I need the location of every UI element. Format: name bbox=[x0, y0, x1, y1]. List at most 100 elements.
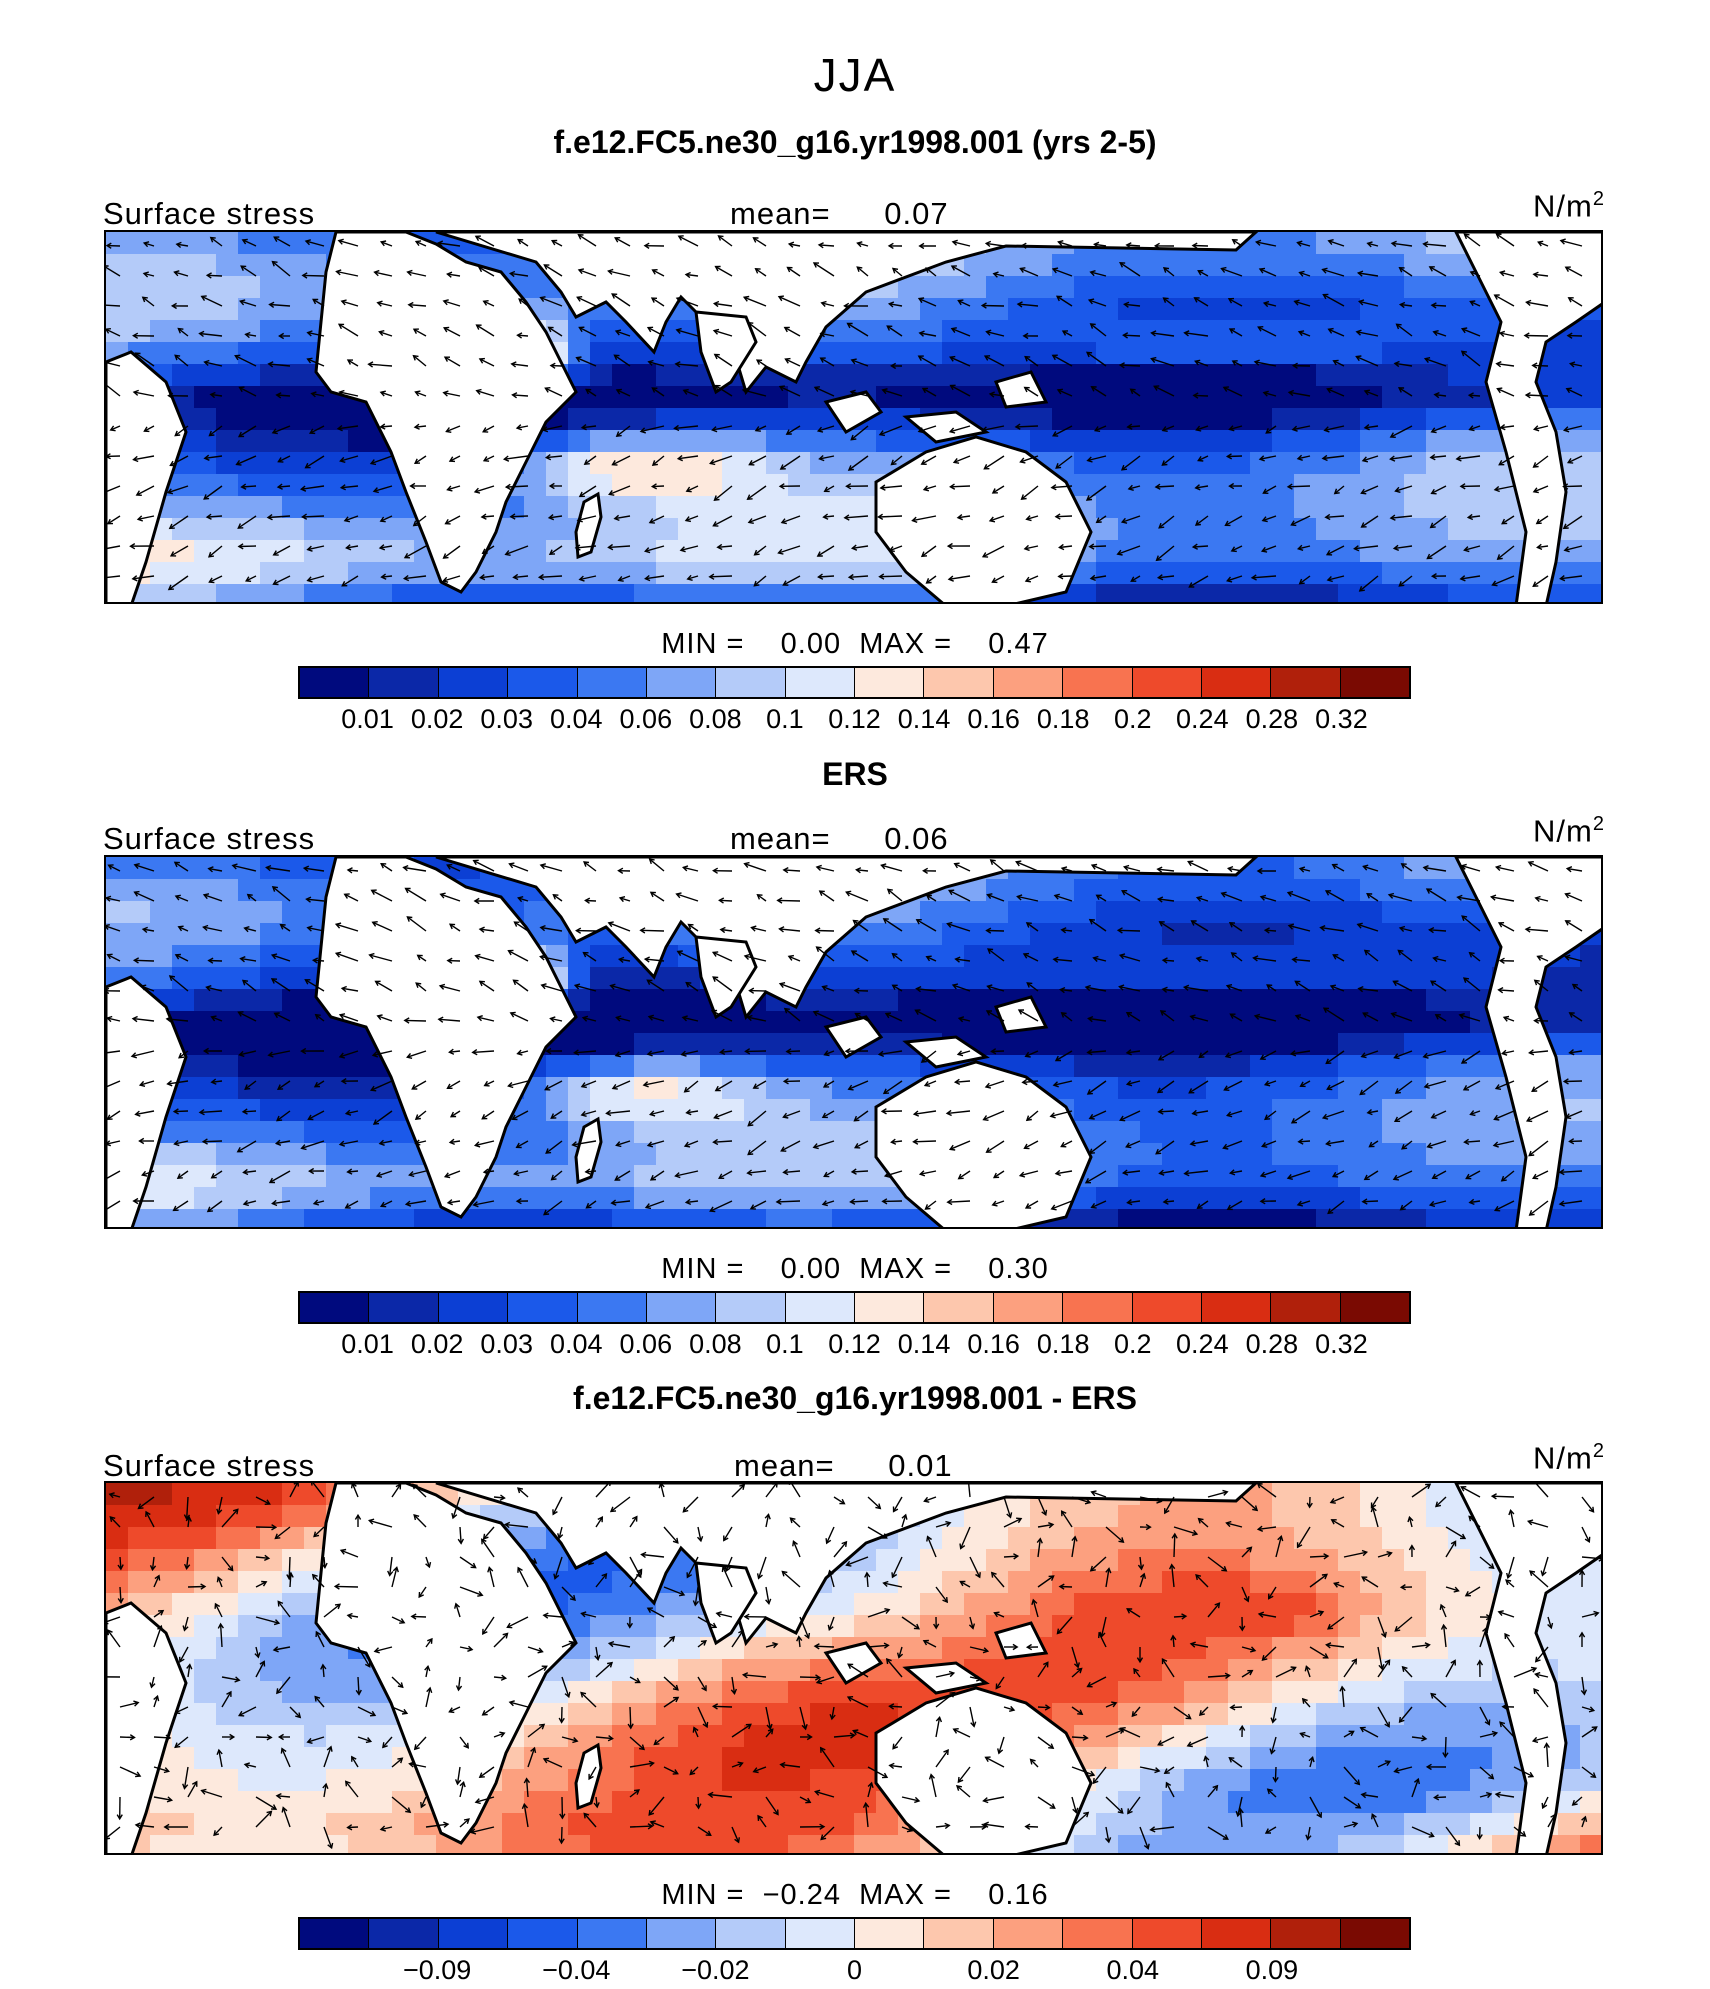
wind-arrow bbox=[1498, 922, 1515, 932]
wind-arrow-head bbox=[576, 296, 583, 302]
wind-arrow bbox=[336, 270, 359, 277]
field-cell bbox=[678, 430, 701, 453]
field-cell bbox=[1294, 1055, 1317, 1078]
wind-arrow-head bbox=[823, 1171, 830, 1178]
wind-arrow-head bbox=[747, 321, 754, 328]
wind-arrow-head bbox=[338, 1140, 346, 1147]
wind-arrow bbox=[820, 357, 835, 367]
field-cell bbox=[1404, 452, 1427, 475]
field-cell bbox=[304, 1505, 327, 1528]
field-cell bbox=[1074, 923, 1097, 946]
wind-arrow bbox=[136, 485, 155, 496]
field-cell bbox=[722, 430, 745, 453]
wind-arrow-head bbox=[312, 298, 319, 305]
field-cell bbox=[898, 276, 921, 299]
wind-arrow-head bbox=[173, 270, 180, 277]
wind-arrow-head bbox=[957, 1173, 964, 1180]
wind-arrow bbox=[266, 866, 291, 872]
wind-arrow bbox=[1364, 1170, 1379, 1180]
wind-arrow bbox=[1469, 1200, 1481, 1204]
wind-arrow-head bbox=[647, 359, 654, 366]
wind-arrow-head bbox=[574, 544, 581, 551]
wind-arrow-head bbox=[782, 580, 789, 586]
field-cell bbox=[1602, 518, 1603, 541]
wind-arrow-head bbox=[744, 1048, 751, 1055]
wind-arrow-head bbox=[509, 1011, 516, 1018]
wind-arrow-head bbox=[1363, 1174, 1370, 1181]
wind-arrow bbox=[1391, 242, 1413, 247]
field-cell bbox=[1250, 967, 1273, 990]
wind-arrow-head bbox=[1324, 890, 1332, 896]
wind-arrow bbox=[415, 1140, 427, 1145]
wind-arrow bbox=[413, 355, 427, 367]
wind-arrow-head bbox=[139, 984, 147, 991]
wind-arrow-head bbox=[985, 1010, 992, 1016]
wind-arrow bbox=[306, 898, 325, 902]
wind-arrow bbox=[1499, 332, 1515, 337]
wind-arrow bbox=[450, 1140, 461, 1144]
wind-arrow-head bbox=[1191, 242, 1198, 249]
wind-arrow-head bbox=[106, 1140, 112, 1147]
field-cell bbox=[194, 1187, 217, 1210]
field-cell bbox=[260, 1033, 283, 1056]
wind-arrow bbox=[1328, 328, 1345, 337]
field-cell bbox=[1338, 1143, 1361, 1166]
wind-arrow-head bbox=[712, 976, 719, 982]
field-cell bbox=[1294, 298, 1317, 321]
field-cell bbox=[1360, 967, 1383, 990]
field-cell bbox=[502, 254, 525, 277]
wind-arrow-head bbox=[448, 1048, 455, 1055]
wind-arrow bbox=[1126, 1012, 1141, 1022]
field-cell bbox=[1206, 1077, 1229, 1100]
wind-arrow-head bbox=[241, 979, 249, 986]
wind-arrow bbox=[1123, 1170, 1141, 1174]
wind-arrow bbox=[1528, 861, 1549, 872]
field-cell bbox=[1316, 1165, 1339, 1188]
field-cell bbox=[568, 1209, 591, 1227]
wind-arrow bbox=[849, 575, 869, 578]
wind-arrow bbox=[1424, 358, 1447, 367]
wind-arrow-head bbox=[208, 430, 215, 437]
field-cell bbox=[810, 518, 833, 541]
field-cell bbox=[876, 1549, 899, 1572]
field-cell bbox=[1360, 879, 1383, 902]
wind-arrow-head bbox=[1188, 1088, 1195, 1094]
wind-arrow-head bbox=[1568, 1012, 1575, 1018]
wind-arrow-head bbox=[1196, 1203, 1203, 1209]
field-cell bbox=[1272, 1011, 1295, 1034]
field-cell bbox=[260, 1143, 283, 1166]
field-cell bbox=[700, 430, 723, 453]
wind-arrow-head bbox=[605, 1109, 612, 1117]
wind-arrow bbox=[920, 1170, 937, 1175]
field-cell bbox=[1426, 1187, 1449, 1210]
field-cell bbox=[1580, 1571, 1601, 1594]
wind-arrow-head bbox=[166, 488, 174, 495]
wind-arrow-head bbox=[980, 302, 987, 309]
field-cell bbox=[1074, 254, 1097, 277]
wind-arrow-head bbox=[203, 454, 210, 461]
field-cell bbox=[1206, 518, 1229, 541]
wind-arrow bbox=[1394, 1110, 1413, 1122]
field-cell bbox=[986, 1549, 1009, 1572]
field-cell bbox=[172, 1505, 195, 1528]
wind-arrow bbox=[339, 391, 359, 397]
field-cell bbox=[326, 1187, 349, 1210]
wind-arrow-head bbox=[1356, 270, 1364, 277]
wind-arrow bbox=[1393, 1170, 1413, 1180]
wind-arrow-head bbox=[244, 331, 251, 339]
wind-arrow-head bbox=[1298, 866, 1306, 873]
field-cell bbox=[282, 1527, 305, 1550]
wind-arrow bbox=[1085, 986, 1107, 992]
wind-arrow bbox=[1565, 956, 1583, 962]
field-cell bbox=[370, 1099, 393, 1122]
wind-arrow-head bbox=[1194, 359, 1201, 366]
wind-arrow bbox=[1124, 303, 1141, 307]
wind-arrow-head bbox=[607, 268, 614, 275]
field-cell bbox=[854, 923, 877, 946]
field-cell bbox=[216, 923, 239, 946]
wind-arrow-head bbox=[1287, 389, 1295, 397]
wind-arrow-head bbox=[816, 426, 824, 433]
wind-arrow-head bbox=[1161, 460, 1168, 466]
wind-arrow bbox=[269, 1170, 291, 1184]
wind-arrow bbox=[619, 897, 631, 902]
